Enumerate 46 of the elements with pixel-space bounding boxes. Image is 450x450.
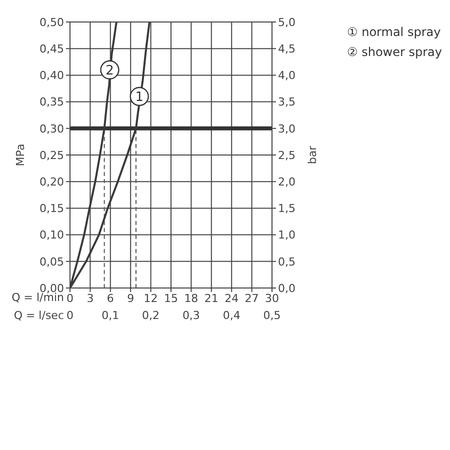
y-tick-label: 0,20	[40, 176, 64, 189]
x-tick-label: 27	[244, 292, 259, 305]
y-tick-label: 0,45	[40, 42, 64, 56]
y-tick-label: 0,05	[40, 255, 64, 268]
text: ① normal spray	[347, 24, 442, 41]
y2-tick-label: 0,5	[278, 255, 296, 268]
y2-axis-title: bar	[306, 145, 319, 164]
x2-tick-label: 0,5	[263, 309, 281, 322]
x-tick-label: 3	[86, 292, 94, 305]
y-tick-label: 0,00	[40, 282, 64, 295]
x2-tick-label: 0,4	[222, 309, 240, 322]
text: ② shower spray	[347, 44, 442, 61]
y-tick-label: 0,50	[40, 16, 64, 29]
y-tick-label: 0,10	[40, 228, 64, 242]
x-tick-label: 15	[164, 292, 178, 305]
y2-tick-label: 0,0	[278, 282, 296, 295]
x-tick-label: 21	[204, 292, 218, 305]
y-tick-label: 0,25	[40, 148, 64, 162]
y-axis-title: MPa	[14, 144, 27, 166]
y-tick-label: 0,35	[40, 96, 64, 109]
x2-tick-label: 0,2	[142, 309, 160, 322]
annotation: 2	[106, 63, 114, 78]
x-tick-label: 30	[265, 292, 279, 305]
y2-tick-label: 3,5	[278, 96, 296, 109]
x-tick-label: 0	[66, 292, 74, 305]
y2-tick-label: 4,5	[278, 42, 296, 56]
x-tick-label: 9	[127, 292, 134, 305]
y2-tick-label: 1,0	[278, 228, 296, 242]
y2-tick-label: 1,5	[278, 202, 296, 216]
y-tick-label: 0,15	[40, 202, 64, 216]
y-tick-label: 0,40	[40, 69, 64, 82]
annotation: 1	[135, 90, 144, 105]
x2-axis-title: Q = l/sec	[14, 309, 64, 322]
y2-tick-label: 3,0	[278, 122, 296, 136]
x2-tick-label: 0,1	[102, 309, 120, 322]
y2-tick-label: 2,5	[278, 148, 296, 162]
x2-tick-label: 0,3	[182, 309, 200, 322]
y2-tick-label: 4,0	[278, 69, 296, 82]
x-tick-label: 6	[106, 292, 114, 305]
y-tick-label: 0,30	[40, 122, 64, 136]
x-tick-label: 12	[144, 292, 158, 305]
x-tick-label: 24	[224, 292, 239, 305]
x2-tick-label: 0	[66, 309, 74, 322]
y2-tick-label: 5,0	[278, 16, 296, 29]
y2-tick-label: 2,0	[278, 176, 296, 189]
x-tick-label: 18	[184, 292, 198, 305]
